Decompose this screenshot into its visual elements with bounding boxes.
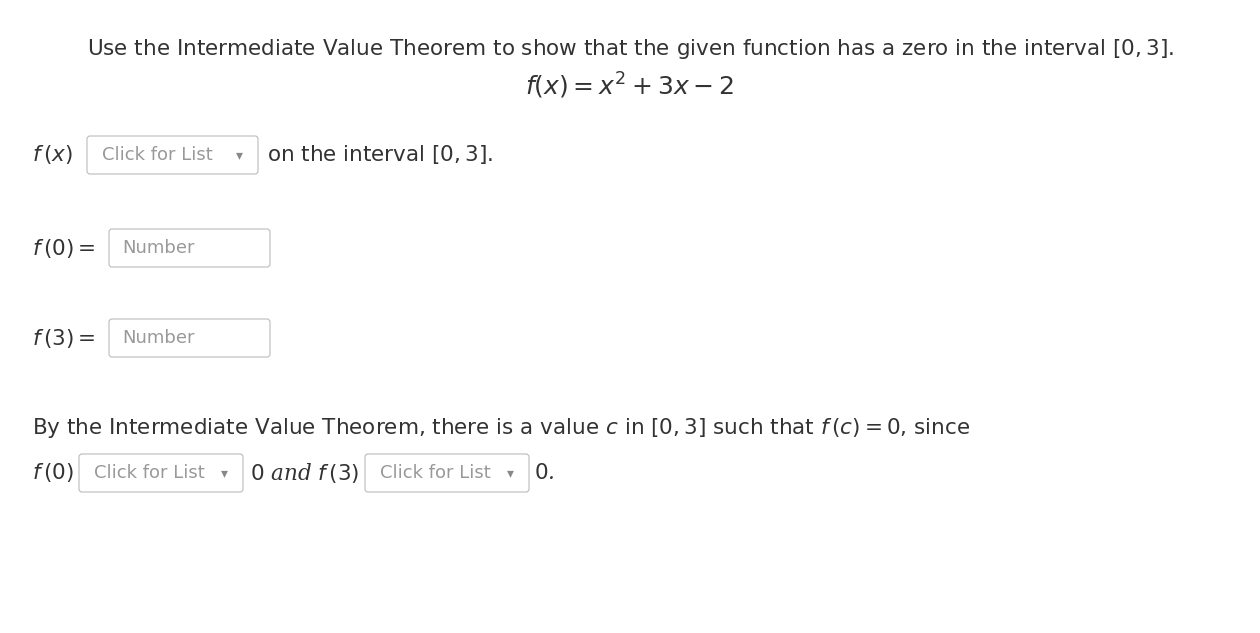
Text: $f\,(0)$: $f\,(0)$ (32, 461, 73, 484)
Text: Click for List: Click for List (102, 146, 213, 164)
Text: $f\,(3) =$: $f\,(3) =$ (32, 327, 96, 349)
Text: $0$.: $0$. (534, 462, 554, 484)
FancyBboxPatch shape (110, 319, 270, 357)
Text: By the Intermediate Value Theorem, there is a value $c$ in $[0, 3]$ such that $f: By the Intermediate Value Theorem, there… (32, 416, 970, 440)
Text: ▾: ▾ (507, 466, 514, 480)
Text: Click for List: Click for List (381, 464, 490, 482)
Text: $f(x) = x^2 + 3x - 2$: $f(x) = x^2 + 3x - 2$ (525, 71, 735, 101)
Text: ▾: ▾ (220, 466, 228, 480)
Text: $f\,(0) =$: $f\,(0) =$ (32, 237, 96, 260)
Text: $0$ and $f\,(3)$: $0$ and $f\,(3)$ (249, 461, 359, 485)
Text: on the interval $[0, 3]$.: on the interval $[0, 3]$. (267, 144, 493, 166)
FancyBboxPatch shape (79, 454, 243, 492)
Text: ▾: ▾ (236, 148, 242, 162)
Text: $f\,(x)$: $f\,(x)$ (32, 144, 73, 166)
Text: Number: Number (122, 329, 194, 347)
FancyBboxPatch shape (110, 229, 270, 267)
Text: Number: Number (122, 239, 194, 257)
FancyBboxPatch shape (87, 136, 258, 174)
Text: Click for List: Click for List (94, 464, 204, 482)
FancyBboxPatch shape (365, 454, 529, 492)
Text: Use the Intermediate Value Theorem to show that the given function has a zero in: Use the Intermediate Value Theorem to sh… (87, 37, 1173, 61)
